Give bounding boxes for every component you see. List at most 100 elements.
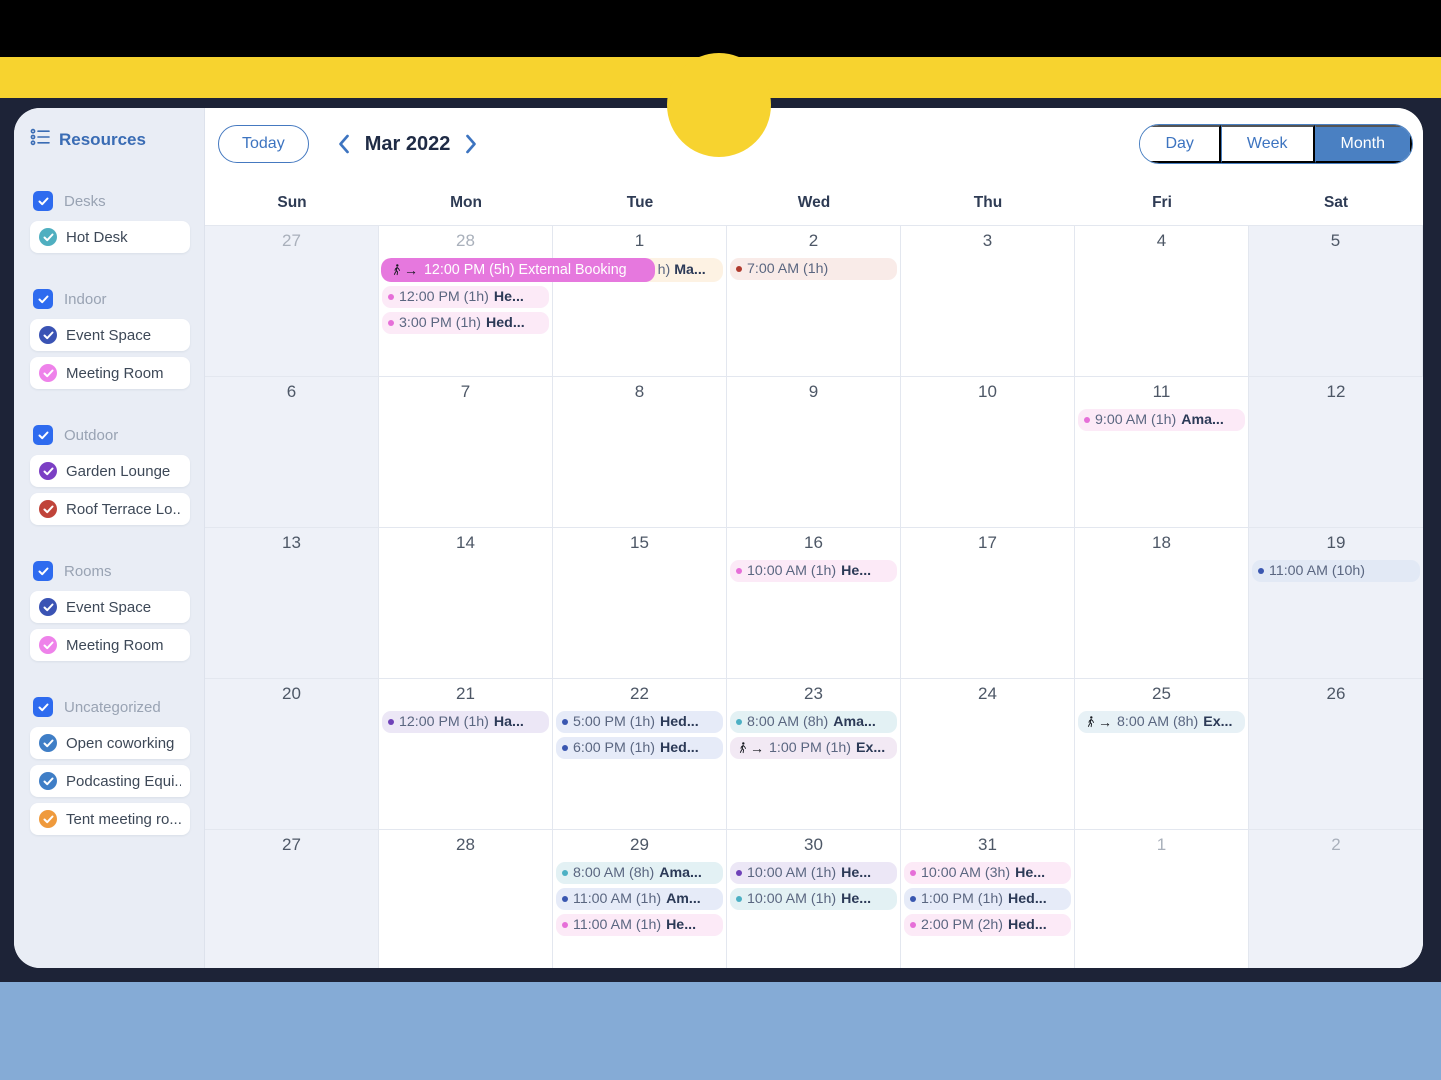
- day-cell-20[interactable]: 20: [205, 679, 379, 830]
- calendar-event[interactable]: 11:00 AM (10h): [1252, 560, 1420, 582]
- calendar-event[interactable]: 12:00 PM (1h) He...: [382, 286, 549, 308]
- day-events: 10:00 AM (1h) He... 10:00 AM (1h) He...: [727, 860, 900, 910]
- calendar-event[interactable]: 10:00 AM (1h) He...: [730, 888, 897, 910]
- day-events: 12:00 PM (1h) He... 3:00 PM (1h) Hed...: [379, 256, 552, 334]
- day-cell-21[interactable]: 21 12:00 PM (1h) Ha...: [379, 679, 553, 830]
- category-checkbox-indoor[interactable]: [33, 289, 53, 309]
- day-cell-11[interactable]: 11 9:00 AM (1h) Ama...: [1075, 377, 1249, 528]
- category-checkbox-uncategorized[interactable]: [33, 697, 53, 717]
- event-title: Hed...: [1008, 891, 1047, 907]
- day-cell-4[interactable]: 4: [1075, 226, 1249, 377]
- calendar-event[interactable]: 6:00 PM (1h) Hed...: [556, 737, 723, 759]
- calendar-event[interactable]: 10:00 AM (1h) He...: [730, 560, 897, 582]
- resource-item-open-coworking[interactable]: Open coworking: [30, 727, 190, 759]
- view-tab-month[interactable]: Month: [1314, 125, 1412, 163]
- calendar-event[interactable]: 10:00 AM (3h) He...: [904, 862, 1071, 884]
- day-number: 10: [978, 382, 997, 401]
- day-cell-17[interactable]: 17: [901, 528, 1075, 679]
- day-cell-12[interactable]: 12: [1249, 377, 1423, 528]
- resource-group-uncategorized: Uncategorized Open coworking Podcasting Eq…: [30, 697, 190, 835]
- day-cell-19[interactable]: 19 11:00 AM (10h): [1249, 528, 1423, 679]
- calendar-event[interactable]: → 8:00 AM (8h) Ex...: [1078, 711, 1245, 733]
- external-booking-walk-icon: →: [390, 262, 418, 278]
- day-number: 1: [634, 231, 645, 250]
- day-cell-1[interactable]: 1: [553, 226, 727, 377]
- resource-item-tent-meeting-ro[interactable]: Tent meeting ro...: [30, 803, 190, 835]
- event-time: 11:00 AM (10h): [1269, 563, 1365, 579]
- prev-month-icon[interactable]: [337, 134, 350, 154]
- day-cell-6[interactable]: 6: [205, 377, 379, 528]
- day-events: 12:00 PM (1h) Ha...: [379, 709, 552, 733]
- resource-label: Roof Terrace Lo...: [66, 500, 181, 518]
- day-cell-9[interactable]: 9: [727, 377, 901, 528]
- resource-check-icon: [39, 228, 57, 246]
- calendar-event[interactable]: 11:00 AM (1h) Am...: [556, 888, 723, 910]
- event-title: He...: [841, 891, 872, 907]
- day-cell-15[interactable]: 15: [553, 528, 727, 679]
- day-cell-29[interactable]: 29 8:00 AM (8h) Ama... 11:00 AM (1h) Am... 11…: [553, 830, 727, 968]
- view-tab-day[interactable]: Day: [1140, 125, 1221, 163]
- resource-label: Meeting Room: [66, 636, 164, 654]
- resource-item-meeting-room[interactable]: Meeting Room: [30, 357, 190, 389]
- multi-day-event[interactable]: → 12:00 PM (5h) External Booking h) Ma...: [380, 258, 723, 282]
- view-tab-week[interactable]: Week: [1220, 125, 1315, 163]
- calendar-event[interactable]: 1:00 PM (1h) Hed...: [904, 888, 1071, 910]
- calendar-event[interactable]: 11:00 AM (1h) He...: [556, 914, 723, 936]
- day-cell-5[interactable]: 5: [1249, 226, 1423, 377]
- event-time: 10:00 AM (1h): [747, 563, 837, 579]
- resource-item-roof-terrace-lo[interactable]: Roof Terrace Lo...: [30, 493, 190, 525]
- calendar-event[interactable]: 12:00 PM (1h) Ha...: [382, 711, 549, 733]
- day-cell-14[interactable]: 14: [379, 528, 553, 679]
- day-cell-13[interactable]: 13: [205, 528, 379, 679]
- today-button[interactable]: Today: [218, 125, 309, 163]
- calendar-event[interactable]: 5:00 PM (1h) Hed...: [556, 711, 723, 733]
- day-cell-3[interactable]: 3: [901, 226, 1075, 377]
- day-cell-16[interactable]: 16 10:00 AM (1h) He...: [727, 528, 901, 679]
- day-number: 30: [804, 835, 823, 854]
- category-checkbox-outdoor[interactable]: [33, 425, 53, 445]
- calendar-event[interactable]: → 1:00 PM (1h) Ex...: [730, 737, 897, 759]
- day-cell-27[interactable]: 27: [205, 830, 379, 968]
- day-cell-31[interactable]: 31 10:00 AM (3h) He... 1:00 PM (1h) Hed... 2:…: [901, 830, 1075, 968]
- calendar-event[interactable]: 8:00 AM (8h) Ama...: [556, 862, 723, 884]
- day-cell-2[interactable]: 2 7:00 AM (1h): [727, 226, 901, 377]
- resource-item-event-space[interactable]: Event Space: [30, 591, 190, 623]
- day-cell-27[interactable]: 27: [205, 226, 379, 377]
- day-cell-22[interactable]: 22 5:00 PM (1h) Hed... 6:00 PM (1h) Hed...: [553, 679, 727, 830]
- day-cell-1[interactable]: 1: [1075, 830, 1249, 968]
- day-cell-24[interactable]: 24: [901, 679, 1075, 830]
- resource-item-hot-desk[interactable]: Hot Desk: [30, 221, 190, 253]
- day-cell-26[interactable]: 26: [1249, 679, 1423, 830]
- day-cell-8[interactable]: 8: [553, 377, 727, 528]
- calendar-event[interactable]: 7:00 AM (1h): [730, 258, 897, 280]
- calendar-event[interactable]: 9:00 AM (1h) Ama...: [1078, 409, 1245, 431]
- event-time: 3:00 PM (1h): [399, 315, 482, 331]
- event-color-dot: [388, 294, 394, 300]
- resource-item-garden-lounge[interactable]: Garden Lounge: [30, 455, 190, 487]
- category-checkbox-desks[interactable]: [33, 191, 53, 211]
- category-checkbox-rooms[interactable]: [33, 561, 53, 581]
- event-title: Ex...: [856, 740, 886, 756]
- day-cell-23[interactable]: 23 8:00 AM (8h) Ama... → 1:00 PM (1h) Ex...: [727, 679, 901, 830]
- external-booking-walk-icon: →: [1084, 714, 1112, 730]
- resource-item-event-space[interactable]: Event Space: [30, 319, 190, 351]
- calendar-event[interactable]: 3:00 PM (1h) Hed...: [382, 312, 549, 334]
- day-cell-28[interactable]: 28: [379, 830, 553, 968]
- day-cell-7[interactable]: 7: [379, 377, 553, 528]
- resource-item-podcasting-equi[interactable]: Podcasting Equi...: [30, 765, 190, 797]
- next-month-icon[interactable]: [465, 134, 478, 154]
- external-booking-pill[interactable]: → 12:00 PM (5h) External Booking: [380, 258, 655, 282]
- calendar-event[interactable]: 8:00 AM (8h) Ama...: [730, 711, 897, 733]
- resources-header[interactable]: Resources: [30, 128, 190, 151]
- resource-item-meeting-room[interactable]: Meeting Room: [30, 629, 190, 661]
- day-cell-18[interactable]: 18: [1075, 528, 1249, 679]
- day-cell-30[interactable]: 30 10:00 AM (1h) He... 10:00 AM (1h) He...: [727, 830, 901, 968]
- calendar-event[interactable]: 10:00 AM (1h) He...: [730, 862, 897, 884]
- day-cell-28[interactable]: 28 12:00 PM (1h) He... 3:00 PM (1h) Hed...: [379, 226, 553, 377]
- day-cell-10[interactable]: 10: [901, 377, 1075, 528]
- day-cell-2[interactable]: 2: [1249, 830, 1423, 968]
- calendar-event[interactable]: 2:00 PM (2h) Hed...: [904, 914, 1071, 936]
- day-number: 28: [456, 835, 475, 854]
- day-cell-25[interactable]: 25 → 8:00 AM (8h) Ex...: [1075, 679, 1249, 830]
